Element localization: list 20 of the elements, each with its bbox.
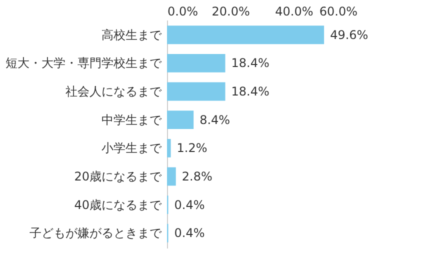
data-label: 18.4% bbox=[231, 56, 270, 70]
x-tick-label: 0.0% bbox=[168, 4, 198, 18]
y-tick-label: 小学生まで bbox=[102, 141, 162, 156]
data-label: 0.4% bbox=[174, 198, 205, 212]
y-tick-label: 中学生まで bbox=[102, 112, 162, 127]
data-label: 8.4% bbox=[200, 112, 230, 127]
x-tick-label: 40.0% bbox=[275, 4, 314, 18]
data-label: 1.2% bbox=[176, 141, 208, 156]
data-label: 49.6% bbox=[330, 28, 368, 42]
y-tick-label: 子どもが嫌がるときまで bbox=[30, 226, 162, 240]
data-label: 2.8% bbox=[182, 169, 212, 184]
y-tick-label: 40歳になるまで bbox=[74, 198, 162, 212]
y-tick-label: 社会人になるまで bbox=[66, 84, 162, 99]
y-tick-label: 高校生まで bbox=[102, 28, 162, 42]
y-tick-label: 20歳になるまで bbox=[74, 169, 162, 184]
x-tick-label: 60.0% bbox=[319, 4, 358, 18]
data-label: 0.4% bbox=[174, 226, 205, 240]
y-tick-label: 短大・大学・専門学校生まで bbox=[6, 56, 162, 70]
data-label: 18.4% bbox=[231, 84, 270, 99]
x-tick-label: 20.0% bbox=[212, 4, 250, 18]
